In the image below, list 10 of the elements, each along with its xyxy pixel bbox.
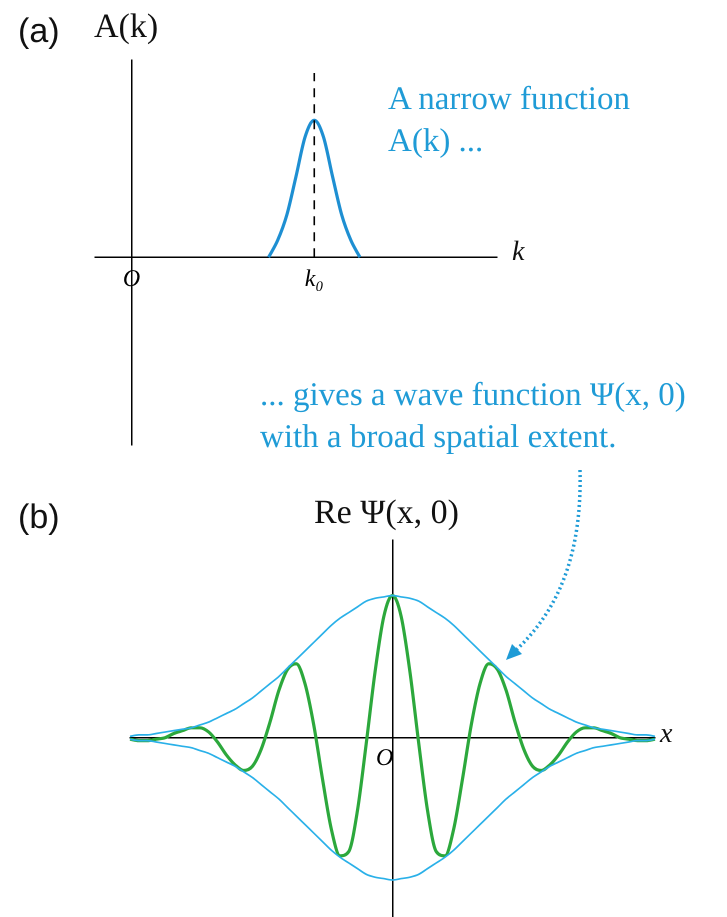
chart-title: (b) [18,498,60,537]
chart-title: (a) [18,12,60,51]
x-axis-title: x [660,718,672,750]
annotation: A narrow function A(k) ... [388,80,631,161]
y-axis-title: Re Ψ(x, 0) [314,494,459,532]
y-axis-title: A(k) [94,8,158,46]
x-axis-title: k [512,236,524,268]
text: ... gives a wave function Ψ(x, 0) with a broad spatial extent. [260,376,687,457]
x-tick-label: k₀ [304,266,324,292]
annotation: O [376,744,394,772]
